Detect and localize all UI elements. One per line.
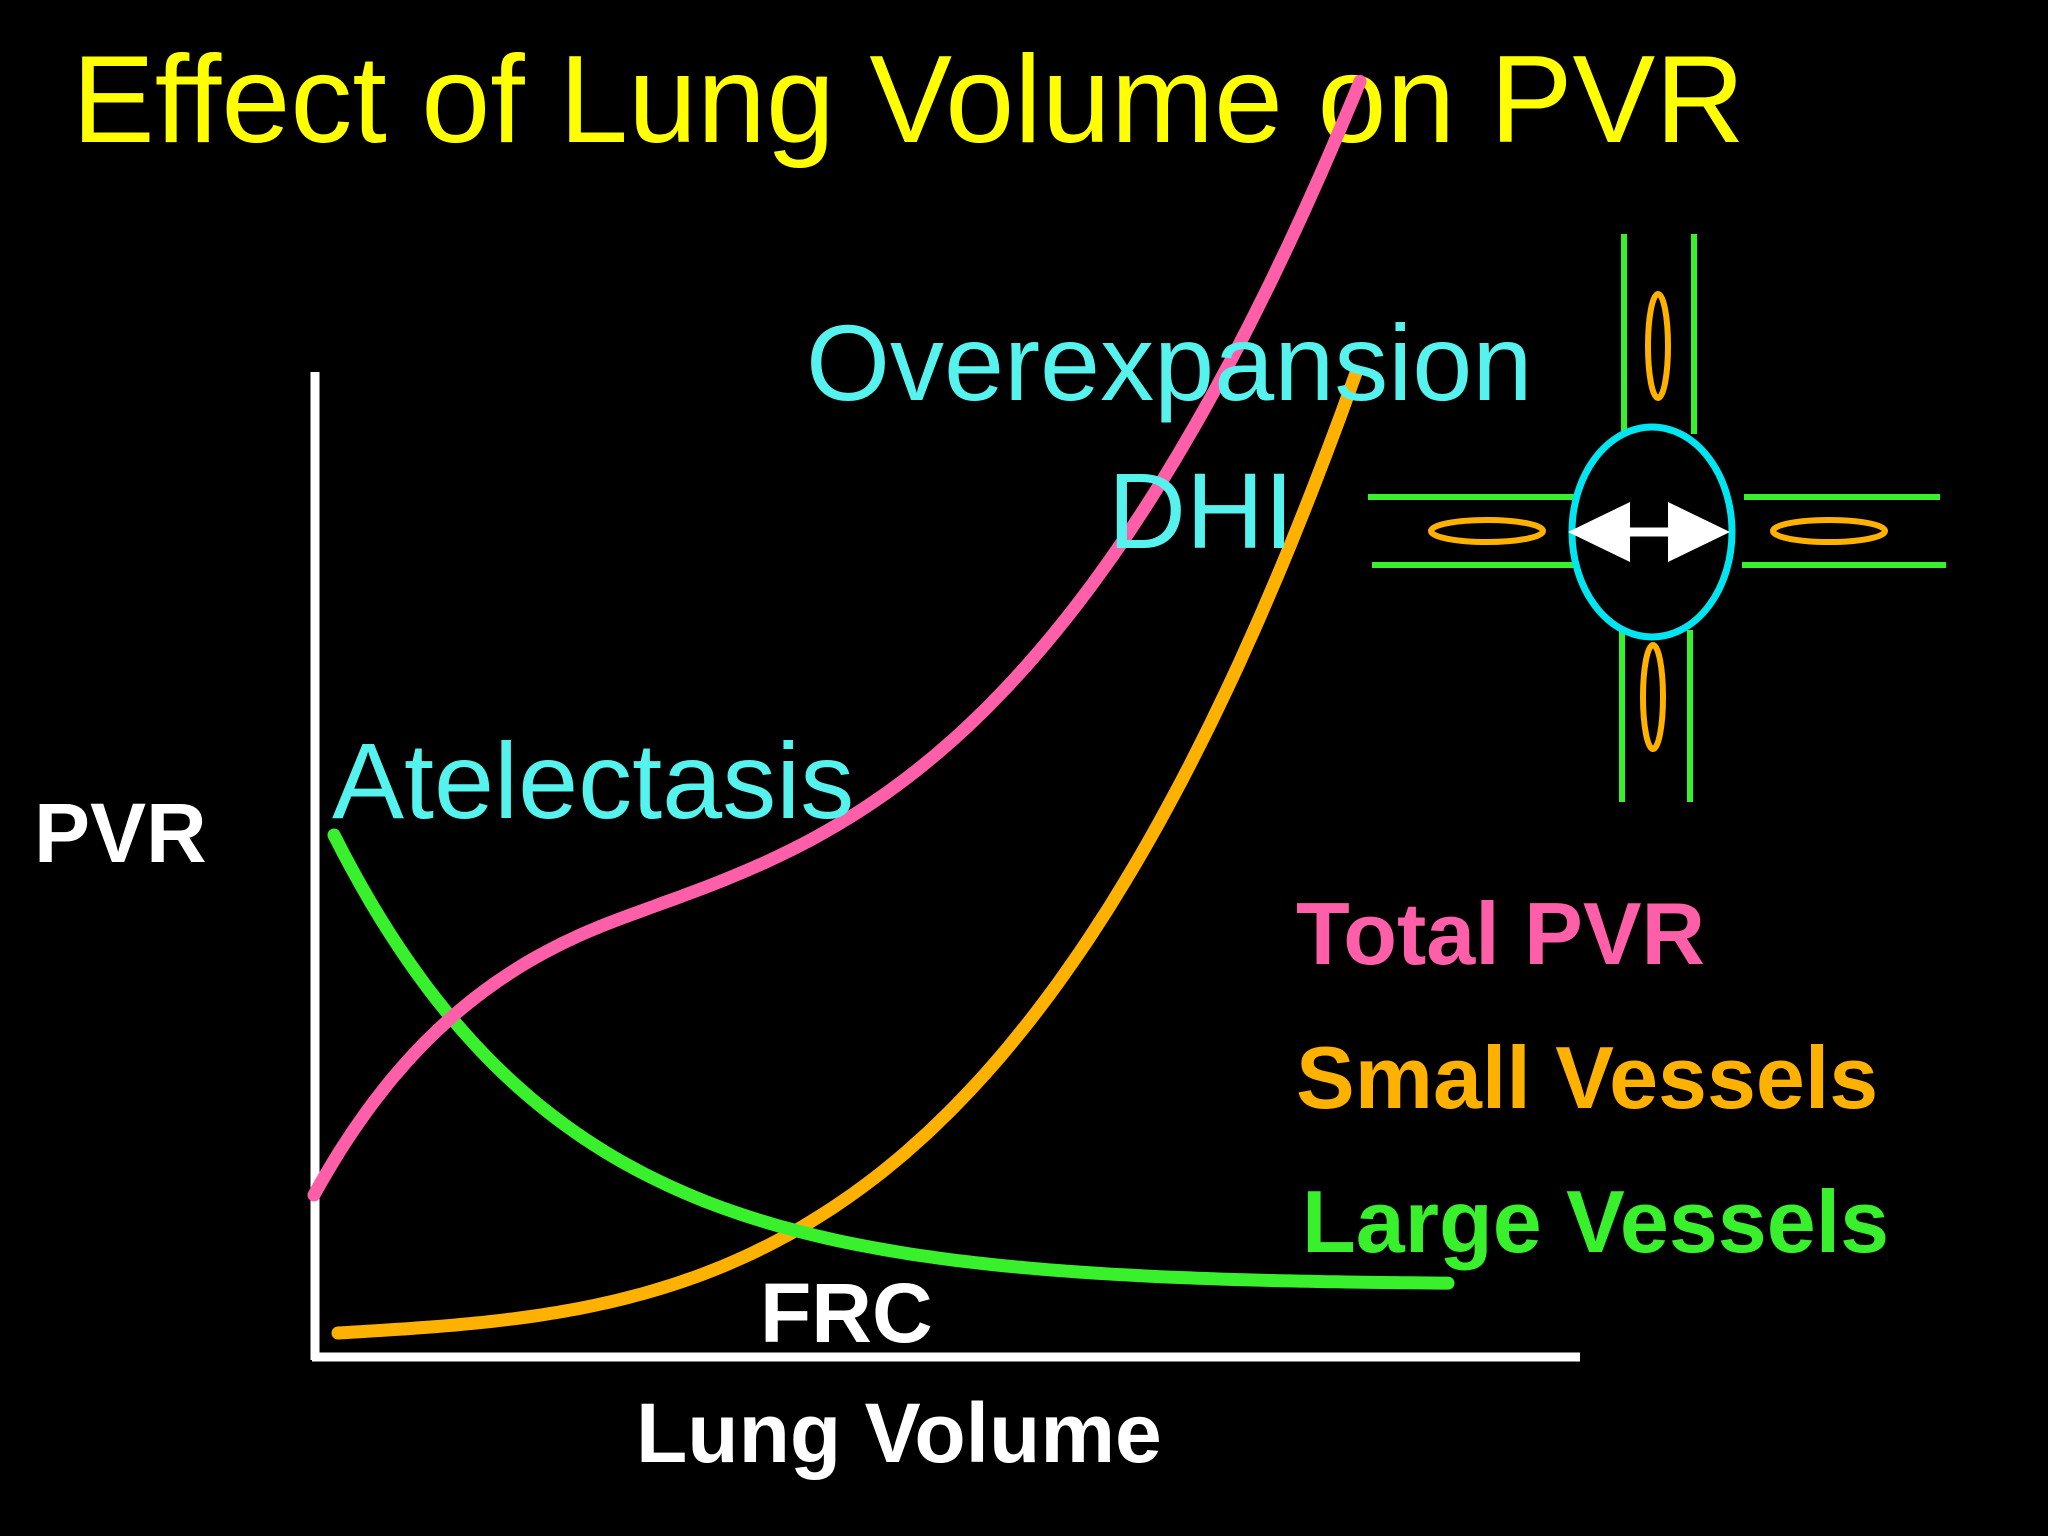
annotation-overexpansion: Overexpansion	[806, 302, 1532, 423]
legend-entry-total-pvr: Total PVR	[1296, 884, 1705, 983]
series-line-large-vessels	[327, 828, 1455, 1290]
vessel-lumen-right	[1770, 517, 1888, 545]
slide-title: Effect of Lung Volume on PVR	[72, 31, 1745, 169]
y-axis-label: PVR	[34, 786, 207, 880]
double-arrow-icon	[1568, 502, 1730, 562]
pvr-lung-volume-chart: Overexpansion DHI Atelectasis PVR FRC Lu…	[34, 74, 1889, 1480]
x-axis-label: Lung Volume	[636, 1386, 1162, 1480]
alveolar-vessel-diagram-icon	[1368, 234, 1946, 802]
vessel-lumen-left	[1428, 517, 1546, 545]
vessel-lumen-bottom	[1640, 642, 1666, 752]
annotation-dhi: DHI	[1108, 450, 1294, 571]
legend-entry-large-vessels: Large Vessels	[1302, 1172, 1889, 1271]
legend: Total PVR Small Vessels Large Vessels	[1296, 884, 1889, 1271]
x-tick-label-frc: FRC	[760, 1266, 933, 1360]
series-line-small-vessels	[331, 366, 1363, 1340]
vessel-lumen-top	[1645, 291, 1671, 401]
series-line-total-pvr	[307, 74, 1367, 1202]
annotation-atelectasis: Atelectasis	[332, 720, 854, 841]
legend-entry-small-vessels: Small Vessels	[1296, 1028, 1878, 1127]
